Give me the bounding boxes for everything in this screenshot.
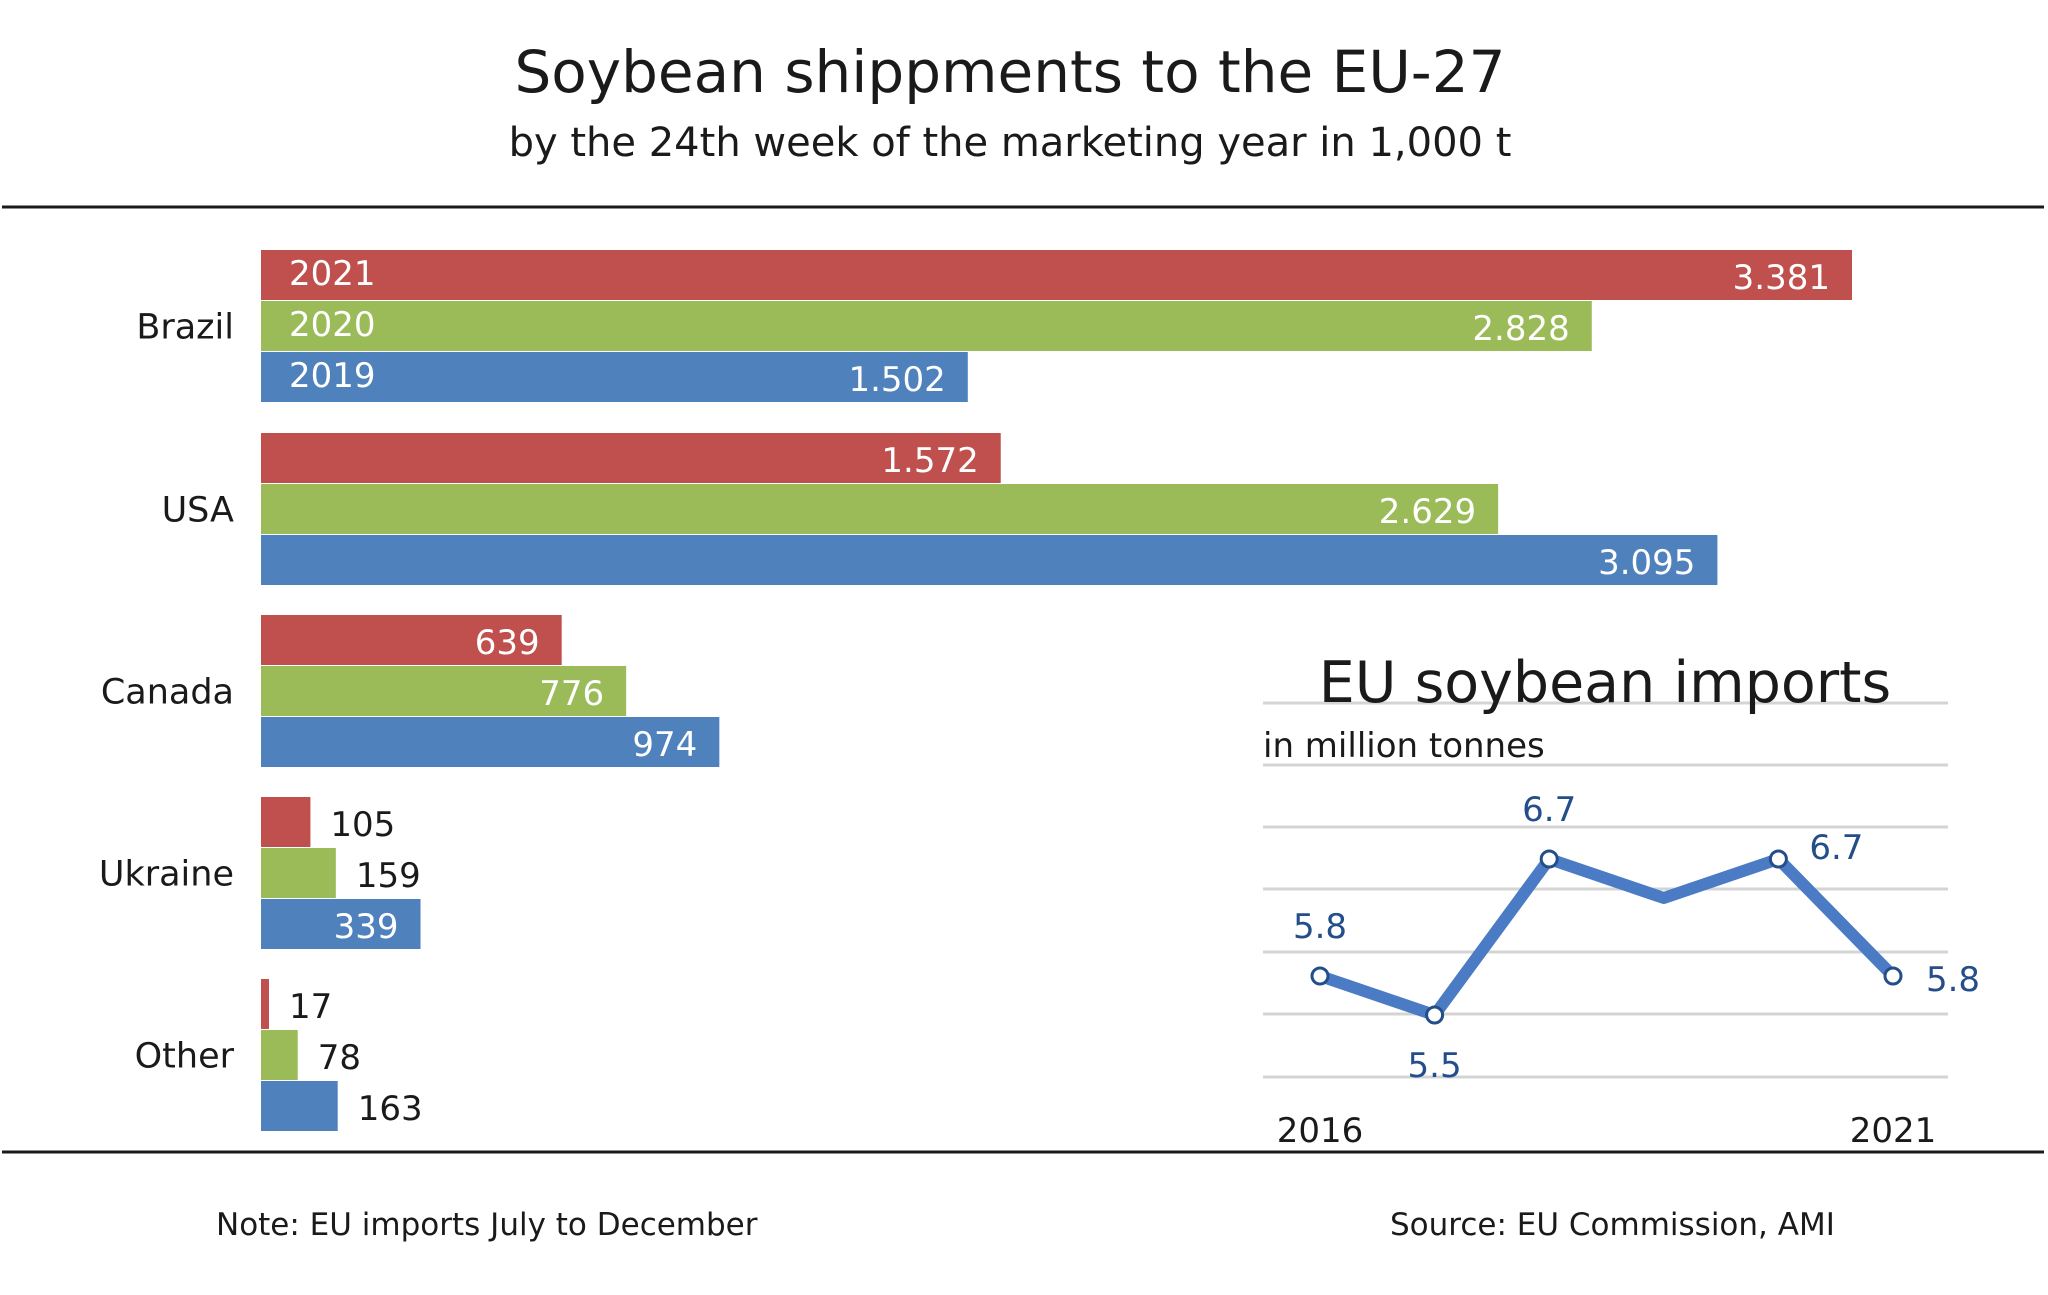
bar-brazil-2020: [261, 301, 1592, 351]
series-label-2021: 2021: [289, 254, 376, 294]
data-point-2017: [1425, 1005, 1445, 1025]
bar-canada-2019: [261, 717, 720, 767]
value-label-usa-2020: 2.629: [1379, 492, 1476, 532]
bar-other-2021: [261, 979, 269, 1029]
inset-gridlines: [1263, 701, 1948, 1079]
value-label-canada-2019: 974: [632, 725, 697, 765]
bar-brazil-2019: [261, 352, 968, 402]
category-label-usa: USA: [162, 491, 234, 531]
imports-line-chart: EU soybean imports in million tonnes 5.8…: [1263, 650, 1980, 1151]
bar-ukraine-2019: [261, 899, 421, 949]
bar-other-2019: [261, 1081, 338, 1131]
chart-subtitle: by the 24th week of the marketing year i…: [509, 120, 1512, 166]
point-label-2018: 6.7: [1522, 790, 1576, 830]
category-label-brazil: Brazil: [136, 308, 234, 348]
data-point-2016: [1310, 966, 1330, 986]
bar-ukraine-2020: [261, 848, 336, 898]
value-label-brazil-2021: 3.381: [1733, 258, 1830, 298]
value-label-other-2019: 163: [358, 1089, 423, 1129]
value-label-other-2021: 17: [289, 987, 332, 1027]
bar-usa-2021: [261, 433, 1001, 483]
inset-title: EU soybean imports: [1319, 650, 1891, 716]
bar-other-2020: [261, 1030, 298, 1080]
series-label-2020: 2020: [289, 305, 376, 345]
value-label-brazil-2020: 2.828: [1472, 309, 1569, 349]
inset-subtitle: in million tonnes: [1263, 726, 1545, 766]
value-label-canada-2021: 639: [475, 623, 540, 663]
imports-series-line: [1314, 853, 1899, 1021]
chart-title: Soybean shippments to the EU-27: [514, 38, 1505, 106]
bar-brazil-2021: [261, 250, 1852, 300]
point-label-2021: 5.8: [1926, 960, 1980, 1000]
value-label-usa-2019: 3.095: [1598, 543, 1695, 583]
bar-ukraine-2021: [261, 797, 311, 847]
data-point-2020: [1768, 849, 1788, 869]
note-text: Note: EU imports July to December: [216, 1207, 758, 1243]
value-label-ukraine-2019: 339: [334, 907, 399, 947]
data-point-2018: [1539, 849, 1559, 869]
data-point-2021: [1883, 966, 1903, 986]
inset-plot: 5.8 5.5 6.7 6.7 5.8 2016 2021: [1277, 790, 1980, 1151]
value-label-canada-2020: 776: [539, 674, 604, 714]
value-label-ukraine-2020: 159: [356, 856, 421, 896]
bar-usa-2020: [261, 484, 1499, 534]
x-tick-2021: 2021: [1850, 1111, 1937, 1151]
point-label-2016: 5.8: [1293, 907, 1347, 947]
bar-canada-2021: [261, 615, 562, 665]
bar-chart: Brazil 3.381 2021 2.828 2020 1.502 2019 USA 1.57…: [99, 250, 1852, 1131]
series-label-2019: 2019: [289, 356, 376, 396]
category-label-other: Other: [135, 1037, 235, 1077]
x-tick-2016: 2016: [1277, 1111, 1364, 1151]
value-label-brazil-2019: 1.502: [848, 360, 945, 400]
category-label-ukraine: Ukraine: [99, 855, 234, 895]
bar-canada-2020: [261, 666, 627, 716]
value-label-ukraine-2021: 105: [330, 805, 395, 845]
value-label-usa-2021: 1.572: [881, 441, 978, 481]
value-label-other-2020: 78: [318, 1038, 361, 1078]
category-label-canada: Canada: [101, 673, 234, 713]
bar-usa-2019: [261, 535, 1718, 585]
point-label-2017: 5.5: [1408, 1046, 1462, 1086]
point-label-2020: 6.7: [1809, 828, 1863, 868]
source-text: Source: EU Commission, AMI: [1390, 1207, 1835, 1243]
